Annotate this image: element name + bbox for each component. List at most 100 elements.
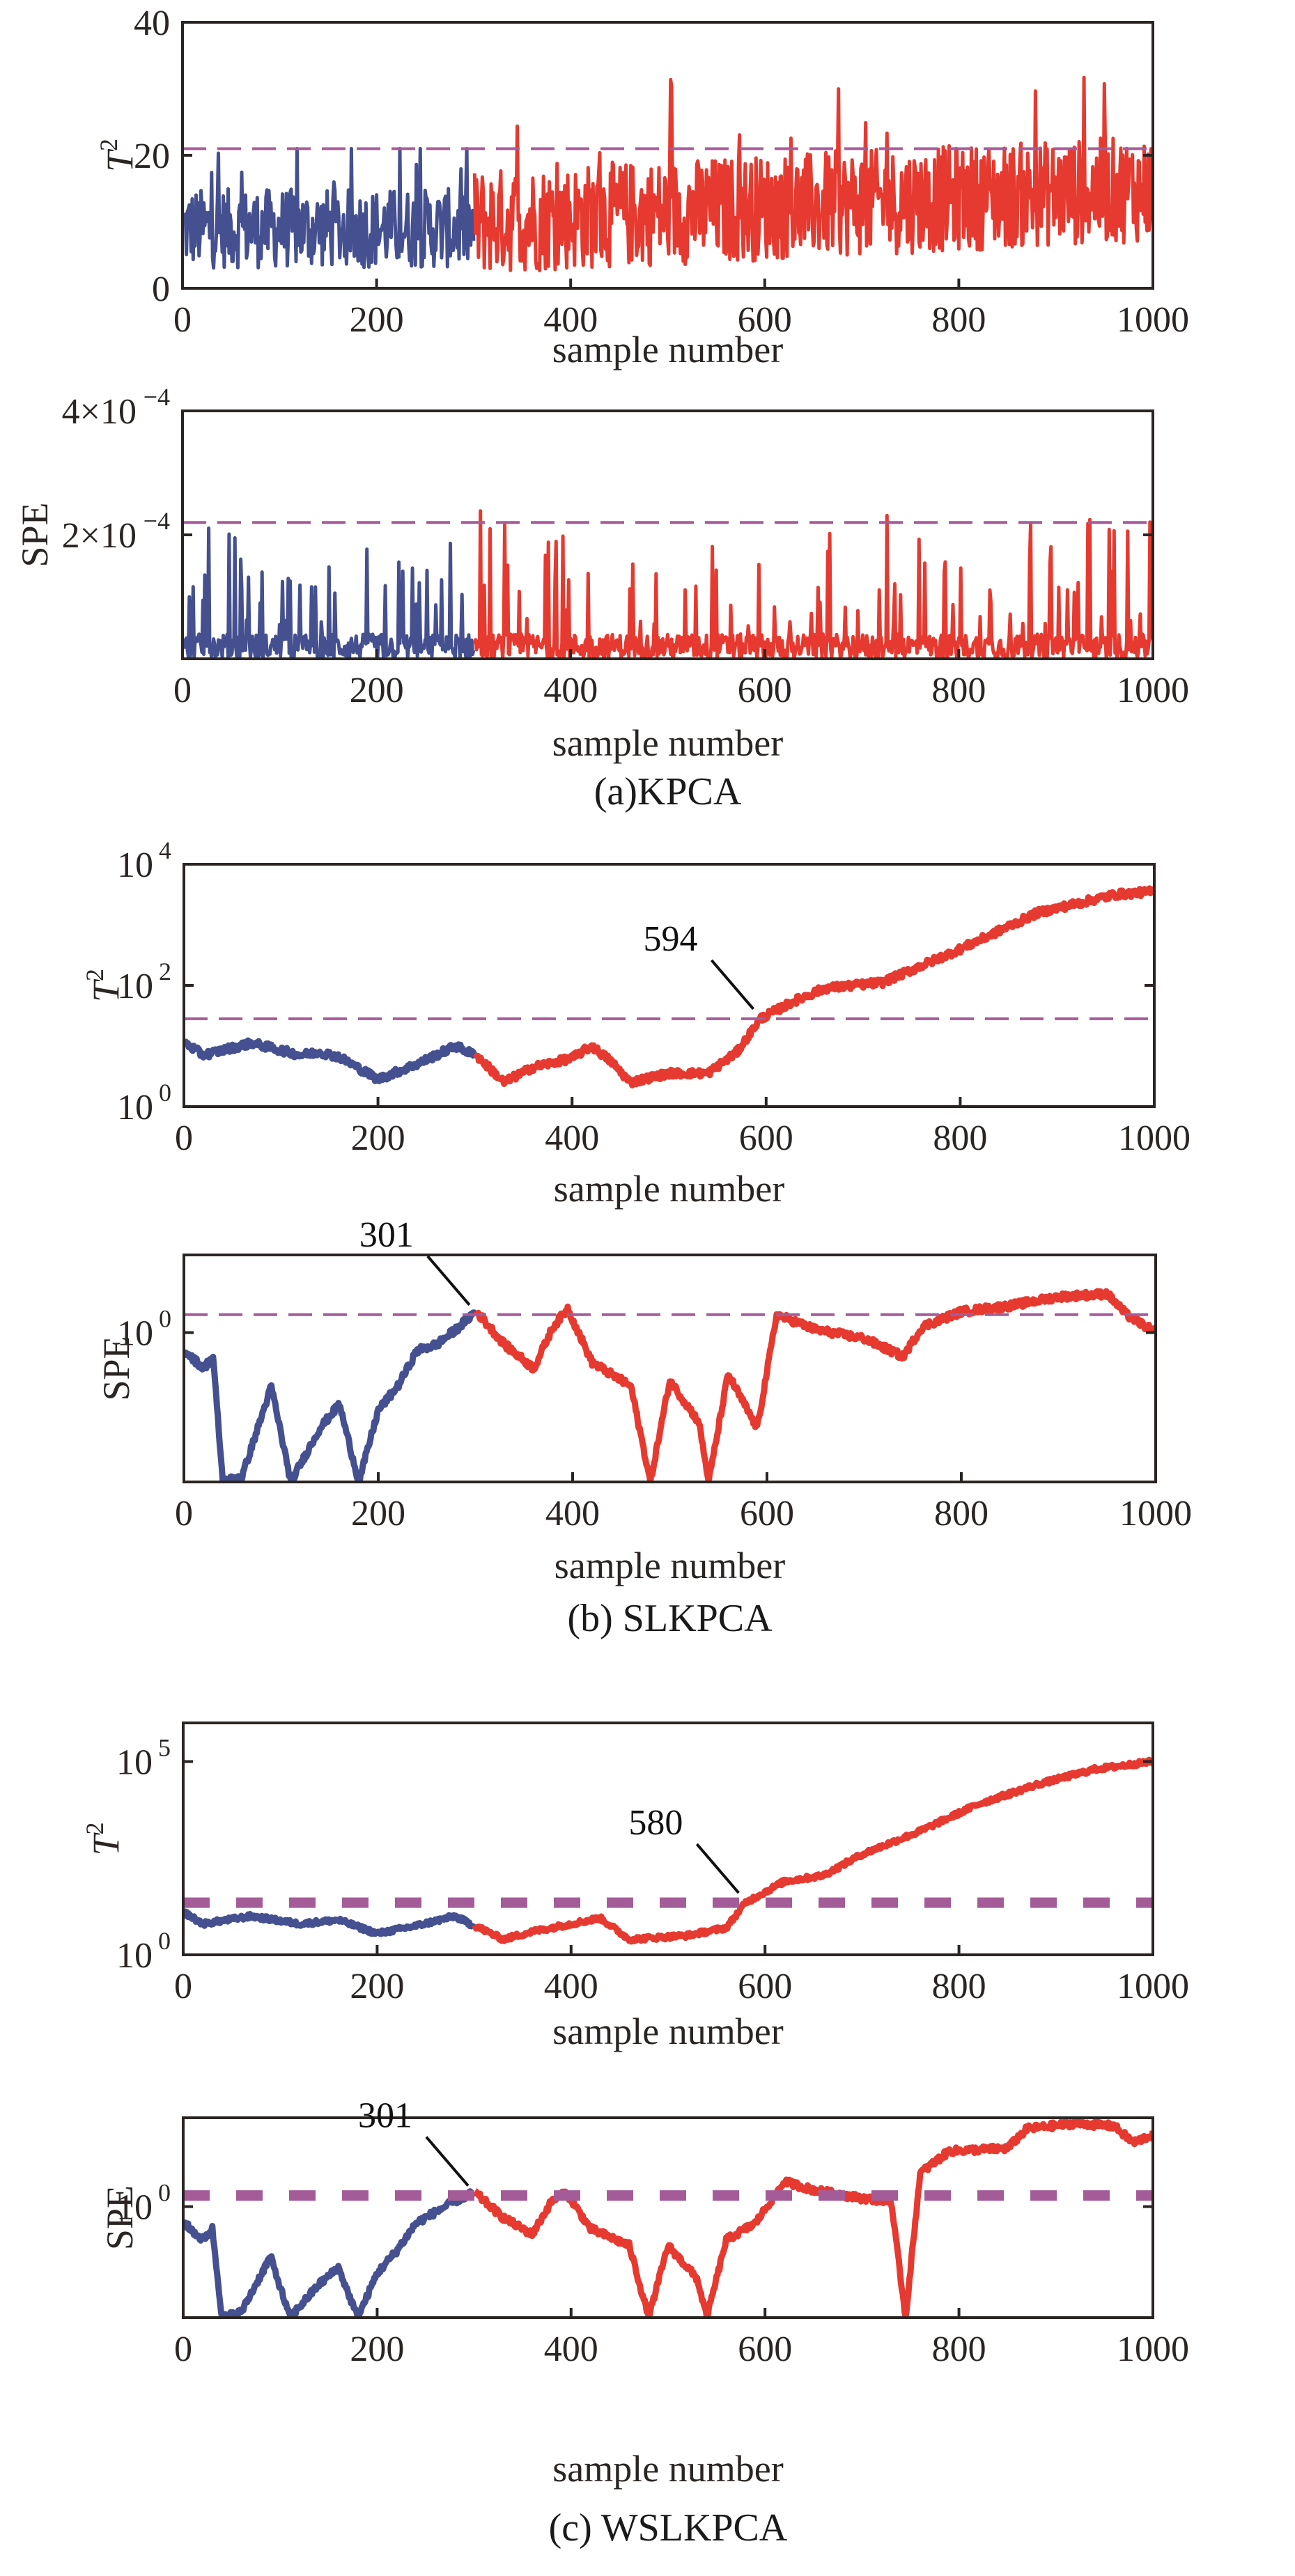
x-axis-label: sample number [552, 329, 783, 370]
series-fault [472, 2118, 1153, 2318]
y-tick-exponent: 0 [159, 1305, 171, 1333]
x-tick-label: 800 [933, 1118, 987, 1158]
annotation-leader [426, 1255, 471, 1306]
x-tick-label: 800 [932, 1967, 986, 2006]
x-tick-label: 200 [350, 2329, 404, 2369]
plot-frame [182, 2116, 1154, 2319]
y-tick-label: 4×10 [62, 392, 137, 432]
x-tick-label: 0 [174, 2329, 192, 2369]
y-tick-exponent: 2 [159, 958, 171, 985]
x-axis-label: sample number [554, 1168, 784, 1210]
annotation-leader [425, 2136, 470, 2187]
x-tick-label: 200 [351, 1118, 405, 1158]
y-tick-exponent: 0 [158, 2179, 171, 2207]
x-tick-label: 0 [175, 1118, 193, 1158]
x-tick-label: 400 [543, 671, 598, 710]
series-normal [184, 1037, 479, 1084]
x-tick-label: 800 [931, 300, 986, 340]
y-axis-label: T2 [81, 969, 127, 1002]
y-axis-label: T2 [81, 1822, 127, 1855]
x-tick-label: 400 [544, 2329, 598, 2369]
x-tick-label: 0 [174, 1967, 192, 2006]
y-axis-label: T2 [95, 139, 141, 172]
x-tick-label: 1000 [1117, 2329, 1189, 2369]
series-fault [472, 1756, 1153, 1945]
x-tick-label: 600 [739, 1118, 793, 1158]
series-fault [473, 1288, 1156, 1482]
subfigure-caption: (b) SLKPCA [567, 1597, 773, 1640]
annotation-label: 301 [359, 1215, 414, 1255]
x-tick-label: 600 [740, 1494, 794, 1533]
y-tick-label: 10 [117, 845, 153, 885]
y-tick-label: 40 [134, 3, 170, 43]
y-axis-label: SPE [14, 502, 56, 567]
y-tick-label: 10 [116, 2188, 153, 2228]
annotation-leader [695, 1843, 740, 1894]
x-tick-label: 0 [173, 671, 192, 710]
x-tick-label: 600 [738, 671, 792, 710]
x-tick-label: 600 [738, 300, 792, 340]
x-tick-label: 1000 [1117, 671, 1189, 710]
x-tick-label: 200 [351, 1494, 405, 1533]
x-axis-label: sample number [552, 2011, 783, 2052]
series-fault [472, 509, 1153, 659]
y-axis-label: SPE [95, 1336, 137, 1400]
x-tick-label: 800 [932, 2329, 986, 2369]
annotation-leader [710, 959, 754, 1010]
subfigure-caption: (a)KPCA [594, 770, 742, 813]
plot-frame [183, 1254, 1157, 1483]
series-normal [183, 146, 476, 270]
y-tick-label: 10 [116, 1936, 153, 1976]
x-tick-label: 1000 [1119, 1494, 1192, 1533]
x-tick-label: 400 [545, 1494, 600, 1533]
x-tick-label: 600 [738, 2329, 792, 2369]
y-tick-exponent: −4 [144, 507, 170, 535]
y-tick-exponent: 0 [158, 1927, 171, 1955]
chart-a-t2: 0 200 400 600 800 1000 0 20 40 T2 sample number [95, 3, 1189, 370]
y-tick-label: 10 [117, 967, 153, 1006]
series-normal [183, 2188, 477, 2318]
series-normal [183, 1908, 476, 1937]
y-tick-label: 10 [116, 1743, 153, 1783]
x-tick-label: 200 [350, 300, 404, 340]
y-axis-label: SPE [99, 2185, 141, 2250]
subfigure-caption: (c) WSLKPCA [549, 2506, 788, 2550]
x-tick-label: 0 [175, 1494, 193, 1533]
x-tick-label: 200 [350, 671, 404, 710]
x-tick-label: 1000 [1117, 1967, 1189, 2006]
annotation-label: 580 [628, 1803, 683, 1843]
x-tick-label: 400 [545, 1118, 599, 1158]
x-axis-label: sample number [552, 722, 783, 764]
x-tick-label: 400 [544, 1967, 598, 2006]
x-tick-label: 1000 [1117, 300, 1189, 340]
x-tick-label: 800 [931, 671, 986, 710]
x-tick-label: 600 [738, 1967, 792, 2006]
x-tick-label: 1000 [1118, 1118, 1191, 1158]
x-tick-label: 200 [350, 1967, 404, 2006]
series-fault [473, 885, 1154, 1088]
y-tick-exponent: 5 [158, 1734, 171, 1762]
plot-frame [182, 1722, 1154, 1956]
series-fault [472, 75, 1153, 272]
x-tick-label: 800 [934, 1494, 988, 1533]
series-normal [183, 526, 476, 659]
x-axis-label: sample number [555, 1545, 785, 1586]
y-tick-label: 0 [152, 270, 170, 309]
y-tick-label: 2×10 [62, 516, 137, 556]
annotation-label: 301 [358, 2096, 412, 2136]
x-tick-label: 400 [543, 300, 598, 340]
y-tick-exponent: 0 [159, 1079, 171, 1107]
x-tick-label: 0 [173, 300, 192, 340]
y-tick-label: 10 [117, 1088, 153, 1127]
y-tick-exponent: 4 [159, 836, 171, 864]
series-normal [184, 1309, 478, 1482]
y-tick-label: 20 [134, 136, 170, 176]
y-tick-label: 10 [117, 1314, 153, 1354]
annotation-label: 594 [643, 919, 697, 959]
